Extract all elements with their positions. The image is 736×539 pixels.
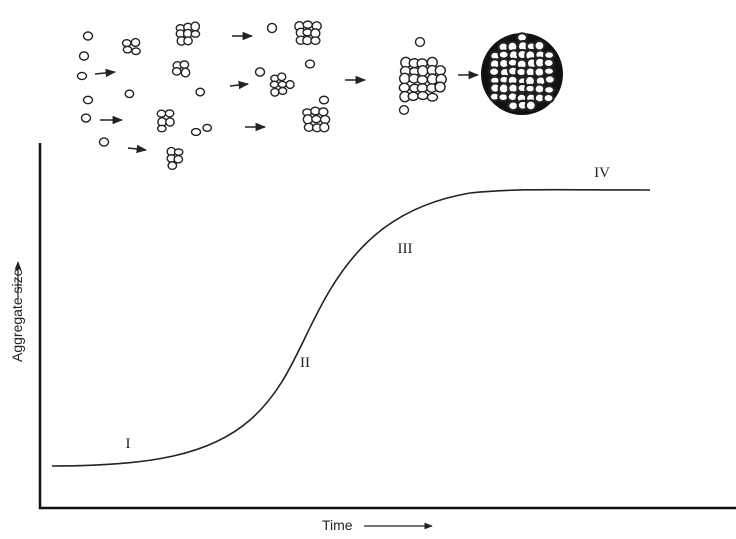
- cell: [132, 48, 140, 55]
- cell: [320, 96, 329, 104]
- cell: [408, 92, 418, 100]
- cell: [278, 73, 286, 80]
- cell: [174, 149, 182, 155]
- cell: [270, 81, 278, 87]
- cell: [84, 32, 93, 40]
- cell: [82, 114, 91, 122]
- cell: [499, 51, 509, 59]
- diagram: I II III IV Aggregate size Time: [0, 0, 736, 539]
- cell: [157, 110, 165, 117]
- cell: [100, 138, 109, 146]
- cell: [544, 59, 554, 67]
- cell: [125, 90, 133, 97]
- cell: [123, 46, 131, 52]
- cell: [303, 115, 312, 124]
- cell: [123, 40, 131, 47]
- cell: [312, 116, 321, 123]
- cell: [192, 129, 201, 136]
- cell: [168, 162, 176, 169]
- cell: [303, 21, 312, 28]
- stage-label: II: [300, 355, 310, 371]
- cell: [174, 156, 182, 163]
- cell: [319, 108, 328, 116]
- cell: [534, 41, 544, 51]
- cell: [173, 68, 181, 75]
- cell: [203, 124, 211, 131]
- cell: [268, 23, 277, 32]
- cell: [417, 84, 427, 92]
- cell: [184, 37, 192, 45]
- cell: [400, 73, 410, 83]
- cell: [435, 82, 445, 92]
- cell: [417, 76, 427, 84]
- stage-label: I: [126, 436, 131, 452]
- cell: [181, 68, 189, 77]
- y-axis-label: Aggregate size: [9, 268, 25, 362]
- cell: [399, 83, 409, 92]
- stage-label: III: [398, 241, 413, 257]
- cell: [180, 61, 188, 68]
- cell: [191, 31, 199, 38]
- stage-label: IV: [594, 165, 610, 181]
- x-axis-label: Time: [322, 517, 353, 533]
- cell: [489, 67, 499, 76]
- cell: [279, 88, 287, 95]
- cell: [320, 123, 329, 132]
- cell: [286, 81, 294, 89]
- cell: [418, 92, 428, 100]
- cell: [526, 101, 536, 111]
- cell: [278, 81, 286, 87]
- cell: [191, 22, 199, 31]
- cell: [435, 66, 445, 75]
- cell: [256, 68, 265, 76]
- cell: [158, 125, 166, 131]
- cell: [196, 88, 204, 96]
- cell: [544, 86, 554, 94]
- cell: [545, 75, 555, 83]
- cell: [544, 94, 554, 102]
- cell: [400, 106, 409, 115]
- cell: [166, 118, 174, 126]
- cell: [78, 72, 87, 79]
- cell: [416, 38, 425, 47]
- cell: [84, 96, 93, 103]
- cell: [80, 52, 89, 60]
- cell: [535, 84, 545, 93]
- cell: [544, 67, 554, 75]
- cell: [418, 66, 428, 76]
- cell: [427, 93, 437, 101]
- cell: [131, 39, 139, 47]
- cell: [306, 60, 315, 68]
- background: [0, 0, 736, 539]
- cell: [311, 37, 320, 44]
- cell: [165, 110, 173, 117]
- cell: [271, 88, 279, 96]
